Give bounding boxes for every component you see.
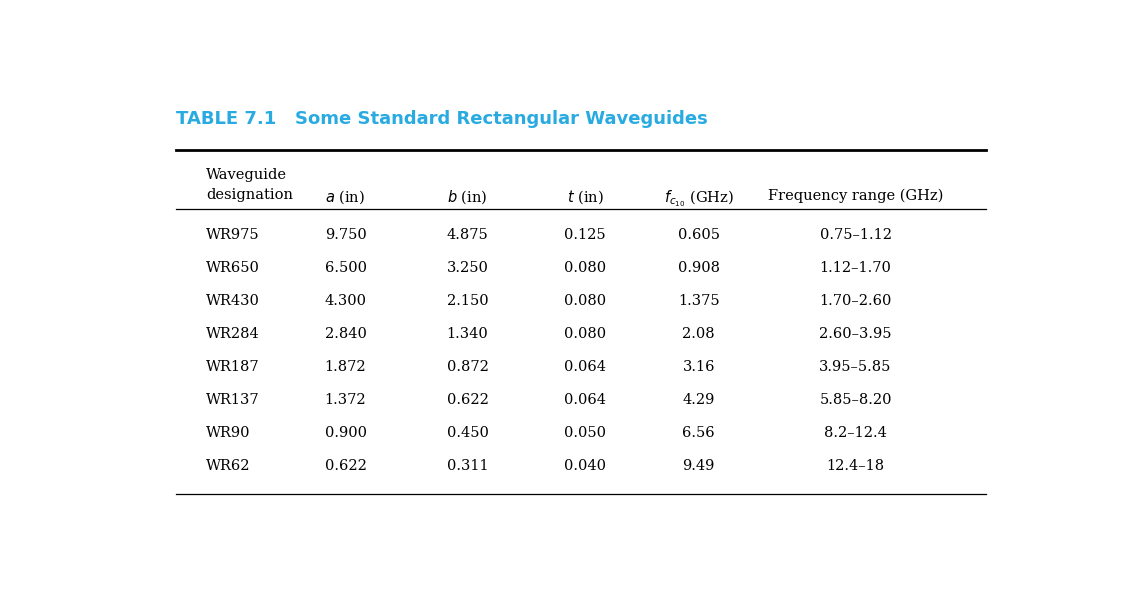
Text: 5.85–8.20: 5.85–8.20 [819, 393, 892, 407]
Text: $t$ (in): $t$ (in) [567, 188, 604, 206]
Text: 1.70–2.60: 1.70–2.60 [819, 294, 892, 308]
Text: Waveguide: Waveguide [206, 168, 287, 181]
Text: 0.080: 0.080 [565, 294, 606, 308]
Text: 0.311: 0.311 [447, 459, 488, 473]
Text: WR430: WR430 [206, 294, 260, 308]
Text: 3.250: 3.250 [447, 261, 488, 275]
Text: 6.500: 6.500 [324, 261, 367, 275]
Text: designation: designation [206, 188, 292, 202]
Text: 0.450: 0.450 [447, 426, 488, 440]
Text: 1.372: 1.372 [325, 393, 367, 407]
Text: 4.875: 4.875 [447, 228, 488, 242]
Text: WR62: WR62 [206, 459, 251, 473]
Text: 4.300: 4.300 [324, 294, 367, 308]
Text: 2.150: 2.150 [447, 294, 488, 308]
Text: 0.872: 0.872 [447, 360, 488, 374]
Text: Frequency range (GHz): Frequency range (GHz) [768, 188, 943, 203]
Text: 1.375: 1.375 [677, 294, 720, 308]
Text: 1.340: 1.340 [447, 327, 488, 341]
Text: WR284: WR284 [206, 327, 260, 341]
Text: 0.080: 0.080 [565, 327, 606, 341]
Text: $a$ (in): $a$ (in) [325, 188, 366, 206]
Text: TABLE 7.1   Some Standard Rectangular Waveguides: TABLE 7.1 Some Standard Rectangular Wave… [176, 110, 708, 129]
Text: 0.622: 0.622 [325, 459, 367, 473]
Text: 2.08: 2.08 [682, 327, 716, 341]
Text: 4.29: 4.29 [683, 393, 714, 407]
Text: 6.56: 6.56 [682, 426, 716, 440]
Text: 1.12–1.70: 1.12–1.70 [820, 261, 891, 275]
Text: 3.95–5.85: 3.95–5.85 [819, 360, 892, 374]
Text: $f_{c_{10}}$ (GHz): $f_{c_{10}}$ (GHz) [664, 188, 734, 209]
Text: 0.908: 0.908 [677, 261, 720, 275]
Text: 0.605: 0.605 [677, 228, 720, 242]
Text: 0.622: 0.622 [447, 393, 488, 407]
Text: 0.080: 0.080 [565, 261, 606, 275]
Text: 9.49: 9.49 [683, 459, 714, 473]
Text: 8.2–12.4: 8.2–12.4 [825, 426, 886, 440]
Text: WR137: WR137 [206, 393, 260, 407]
Text: WR975: WR975 [206, 228, 260, 242]
Text: 0.064: 0.064 [565, 393, 606, 407]
Text: WR650: WR650 [206, 261, 260, 275]
Text: 0.040: 0.040 [565, 459, 606, 473]
Text: 9.750: 9.750 [325, 228, 367, 242]
Text: 0.900: 0.900 [324, 426, 367, 440]
Text: 0.75–1.12: 0.75–1.12 [819, 228, 892, 242]
Text: 1.872: 1.872 [325, 360, 367, 374]
Text: 0.064: 0.064 [565, 360, 606, 374]
Text: 2.840: 2.840 [325, 327, 367, 341]
Text: 0.050: 0.050 [565, 426, 606, 440]
Text: 2.60–3.95: 2.60–3.95 [819, 327, 892, 341]
Text: WR90: WR90 [206, 426, 251, 440]
Text: 0.125: 0.125 [565, 228, 606, 242]
Text: $b$ (in): $b$ (in) [448, 188, 488, 206]
Text: 3.16: 3.16 [683, 360, 714, 374]
Text: 12.4–18: 12.4–18 [827, 459, 884, 473]
Text: WR187: WR187 [206, 360, 260, 374]
